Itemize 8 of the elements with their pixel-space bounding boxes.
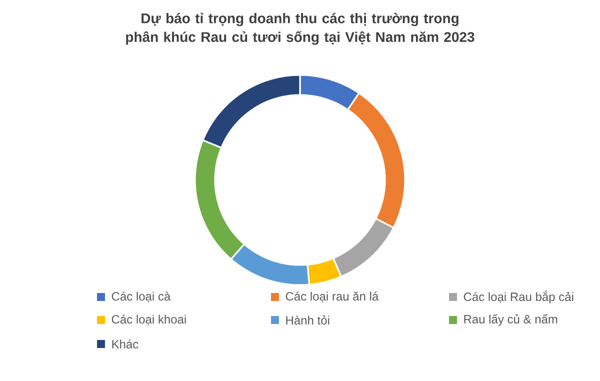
legend-label: Rau lấy củ & nấm bbox=[464, 314, 558, 326]
legend-label: Các loại khoai bbox=[112, 314, 186, 326]
legend-label: Các loại cà bbox=[112, 292, 171, 302]
legend-label: Các loại Rau bắp cải bbox=[464, 290, 574, 304]
legend-label: Khác bbox=[112, 340, 138, 348]
legend-label: Hành tỏi bbox=[286, 315, 330, 325]
legend-label: Các loại rau ăn lá bbox=[286, 292, 379, 302]
chart-title: Dự báo tỉ trọng doanh thu các thị trường trong phân khúc Rau củ tươi sống tại Việt Nam năm 2023 bbox=[126, 12, 474, 45]
